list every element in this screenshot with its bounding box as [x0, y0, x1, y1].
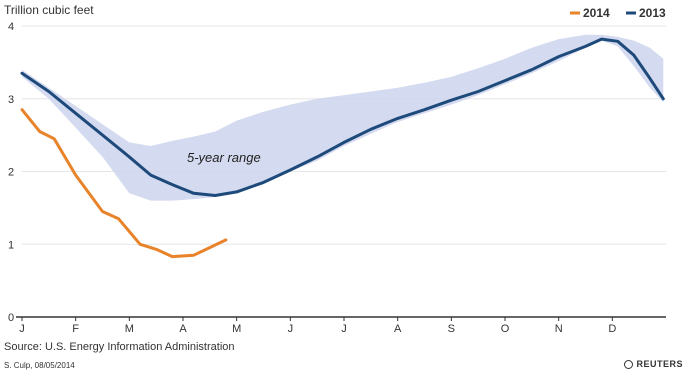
x-tick-label: M [125, 323, 134, 335]
series-line-2013 [20, 37, 665, 197]
reuters-logo-icon [624, 360, 634, 370]
x-tick-label: A [179, 323, 187, 335]
source-note: Source: U.S. Energy Information Administ… [4, 341, 235, 353]
series-line-2014 [20, 108, 228, 259]
y-tick-label: 4 [8, 21, 14, 33]
credit-note: S. Culp, 08/05/2014 [4, 361, 75, 370]
y-tick-label: 3 [8, 94, 14, 106]
brand-label: REUTERS [636, 359, 683, 369]
range-band-layer [22, 34, 664, 201]
grid: 0 1 2 3 4 [8, 21, 666, 324]
brand-mark: REUTERS [624, 359, 683, 370]
x-tick-label: N [555, 323, 563, 335]
legend: 2014 2013 [570, 6, 666, 20]
series-layer [20, 37, 665, 259]
y-tick-label: 2 [8, 167, 14, 179]
x-tick-label: J [19, 323, 25, 335]
x-tick-label: M [232, 323, 241, 335]
x-tick-label: J [288, 323, 294, 335]
unit-label: Trillion cubic feet [4, 3, 94, 17]
y-tick-label: 0 [8, 312, 14, 324]
x-tick-label: A [394, 323, 402, 335]
x-tick-label: S [448, 323, 455, 335]
legend-label-2014: 2014 [583, 6, 610, 20]
five-year-range-band [22, 34, 664, 201]
x-tick-label: J [341, 323, 347, 335]
range-annotation: 5-year range [187, 150, 261, 165]
x-tick-label: D [608, 323, 616, 335]
y-tick-label: 1 [8, 239, 14, 251]
x-tick-label: O [501, 323, 510, 335]
x-tick-label: F [72, 323, 79, 335]
legend-label-2013: 2013 [639, 6, 666, 20]
